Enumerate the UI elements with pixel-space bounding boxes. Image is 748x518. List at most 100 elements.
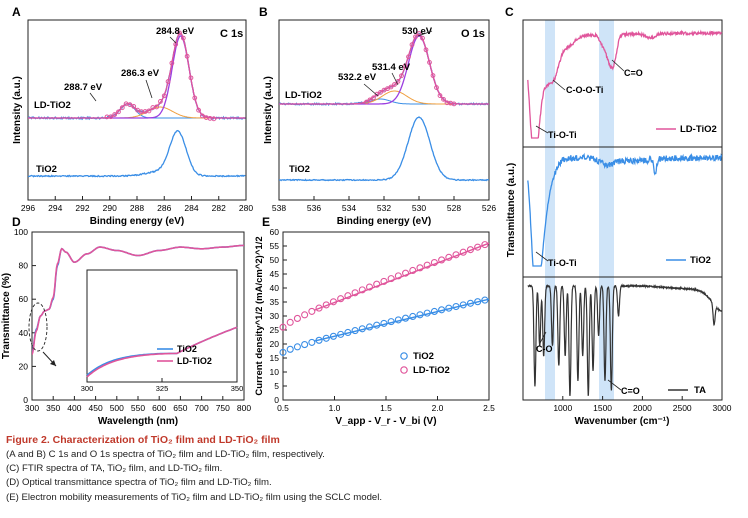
data-point — [481, 296, 489, 304]
data-point — [364, 99, 369, 105]
inset-x-tick-label: 350 — [231, 384, 244, 393]
data-point — [293, 343, 301, 351]
x-tick-label: 450 — [89, 403, 103, 413]
x-tick-label: 294 — [48, 203, 62, 213]
x-tick-label: 290 — [103, 203, 117, 213]
legend-ld-tio2: LD-TiO2 — [680, 124, 717, 135]
x-tick-label: 1.5 — [380, 403, 392, 413]
zoom-ellipse — [28, 302, 48, 352]
data-point — [180, 35, 186, 41]
data-point — [154, 104, 160, 110]
inset-frame — [86, 269, 238, 383]
data-point — [441, 96, 446, 102]
tio2-curve-label: TiO2 — [289, 164, 310, 175]
data-point — [437, 93, 443, 98]
caption-line: (C) FTIR spectra of TA, TiO₂ film, and L… — [6, 463, 223, 475]
data-point — [374, 91, 380, 97]
data-point — [387, 318, 395, 326]
annotation-pointer — [607, 379, 622, 391]
data-point — [367, 97, 373, 103]
x-tick-label: 528 — [447, 203, 461, 213]
spectrum-title: C 1s — [220, 28, 243, 40]
data-point — [406, 54, 411, 60]
data-point — [322, 301, 330, 309]
data-point — [135, 107, 140, 113]
data-point — [413, 34, 418, 40]
x-tick-label: 750 — [216, 403, 230, 413]
y-tick-label: 15 — [270, 353, 280, 363]
data-point — [445, 253, 453, 261]
caption-line: (E) Electron mobility measurements of Ti… — [6, 491, 383, 503]
x-tick-label: 700 — [195, 403, 209, 413]
data-point — [373, 321, 381, 329]
panel-letter: A — [12, 5, 21, 19]
data-point — [344, 328, 352, 337]
legend-ta: TA — [694, 385, 706, 396]
data-point — [169, 60, 175, 66]
data-point — [380, 319, 388, 327]
y-tick-label: 50 — [270, 255, 280, 265]
data-point — [388, 84, 394, 90]
legend-ld-tio2: LD-TiO2 — [177, 356, 212, 366]
data-point — [430, 258, 438, 267]
legend-marker-ld-tio2 — [400, 366, 408, 374]
data-point — [387, 275, 395, 283]
zoom-arrowhead — [50, 360, 56, 366]
y-tick-label: 60 — [270, 227, 280, 237]
ld-tio2-markers — [279, 241, 489, 331]
peak-pointer — [89, 92, 97, 102]
ld-tio2-transmittance-line — [32, 244, 244, 355]
x-tick-label: 3000 — [713, 403, 732, 413]
caption-line: (A and B) C 1s and O 1s spectra of TiO₂ … — [6, 449, 325, 460]
annotation-co-top: C=O — [624, 68, 643, 78]
data-point — [146, 108, 152, 114]
annotation-co-bottom: C=O — [621, 386, 640, 396]
y-axis-label: Transmittance (%) — [1, 273, 12, 359]
x-axis-label: Wavenumber (cm⁻¹) — [575, 416, 670, 427]
tio2-markers — [279, 296, 489, 356]
x-tick-label: 2000 — [633, 403, 652, 413]
data-point — [481, 241, 489, 249]
data-point — [315, 304, 323, 312]
ld-tio2-ftir-line — [527, 29, 723, 139]
data-point — [116, 109, 121, 115]
data-point — [402, 269, 410, 277]
data-point — [373, 280, 381, 288]
y-tick-label: 60 — [19, 294, 29, 304]
x-tick-label: 296 — [21, 203, 35, 213]
tio2-ftir-line — [527, 152, 723, 267]
legend-tio2: TiO2 — [690, 255, 711, 266]
y-tick-label: 25 — [270, 325, 280, 335]
x-tick-label: 2500 — [673, 403, 692, 413]
data-point — [184, 53, 190, 59]
data-point — [430, 307, 438, 315]
data-point — [351, 327, 359, 335]
data-point — [445, 304, 453, 312]
data-point — [329, 298, 338, 306]
y-tick-label: 0 — [23, 395, 28, 405]
data-point — [452, 302, 460, 311]
panel-a: A C 1s 296 294 292 290 288 286 284 282 280 Bindi… — [12, 5, 253, 227]
x-tick-label: 292 — [75, 203, 89, 213]
data-point — [423, 309, 431, 317]
peak-label-530: 530 eV — [402, 26, 433, 37]
peak-label-284: 284.8 eV — [156, 26, 195, 37]
peak-pointer — [145, 79, 153, 99]
data-point — [420, 35, 425, 41]
data-point — [315, 336, 323, 344]
x-tick-label: 1.0 — [329, 403, 341, 413]
data-point — [365, 283, 374, 291]
data-point — [402, 314, 410, 322]
tio2-line — [28, 129, 246, 178]
y-tick-label: 35 — [270, 297, 280, 307]
y-tick-label: 40 — [270, 283, 280, 293]
y-tick-label: 10 — [270, 367, 280, 377]
data-point — [423, 47, 429, 53]
y-axis-label: Current density^1/2 (mA/cm^2)^1/2 — [254, 236, 265, 395]
data-point — [474, 243, 482, 251]
y-axis-label: Intensity (a.u.) — [12, 76, 23, 144]
y-tick-label: 30 — [270, 311, 280, 321]
data-point — [430, 73, 436, 78]
data-point — [438, 306, 446, 314]
peak-label-531: 531.4 eV — [372, 62, 411, 73]
